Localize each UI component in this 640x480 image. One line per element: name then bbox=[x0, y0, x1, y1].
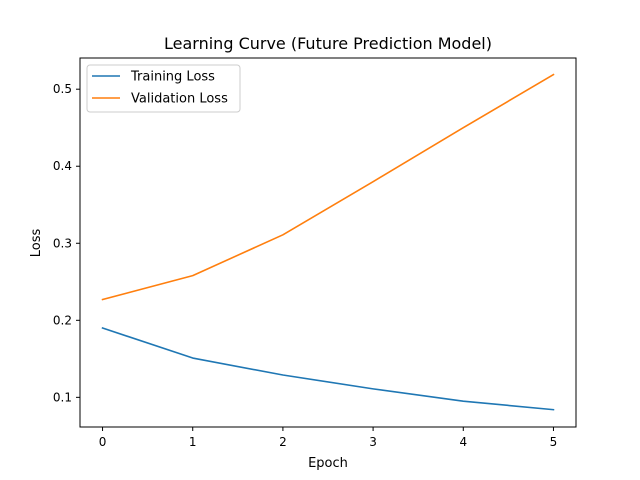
legend-box bbox=[86, 64, 241, 113]
legend-label-validation-loss: Validation Loss bbox=[131, 92, 228, 107]
y-tick-label: 0.1 bbox=[53, 390, 72, 404]
series-line-validation-loss bbox=[101, 73, 555, 301]
x-tick-label: 1 bbox=[189, 435, 197, 449]
plot-lines bbox=[101, 73, 555, 411]
x-tick-label: 5 bbox=[550, 435, 558, 449]
x-tick-label: 4 bbox=[459, 435, 467, 449]
y-tick-label: 0.2 bbox=[53, 313, 72, 327]
y-tick-label: 0.3 bbox=[53, 236, 72, 250]
y-tick-label: 0.4 bbox=[53, 159, 72, 173]
y-axis-label: Loss bbox=[29, 229, 44, 258]
x-tick-label: 3 bbox=[369, 435, 377, 449]
plot-frame bbox=[79, 57, 577, 428]
y-axis-ticks: 0.1 0.2 0.3 0.4 0.5 bbox=[53, 82, 80, 404]
y-tick-label: 0.5 bbox=[53, 82, 72, 96]
x-tick-label: 2 bbox=[279, 435, 287, 449]
series-line-training-loss bbox=[101, 326, 555, 411]
x-axis-label: Epoch bbox=[308, 456, 348, 471]
x-tick-label: 0 bbox=[99, 435, 107, 449]
x-axis-ticks: 0 1 2 3 4 5 bbox=[99, 427, 558, 449]
chart-title: Learning Curve (Future Prediction Model) bbox=[164, 34, 492, 53]
legend: Training Loss Validation Loss bbox=[86, 64, 241, 113]
legend-label-training-loss: Training Loss bbox=[130, 70, 215, 85]
